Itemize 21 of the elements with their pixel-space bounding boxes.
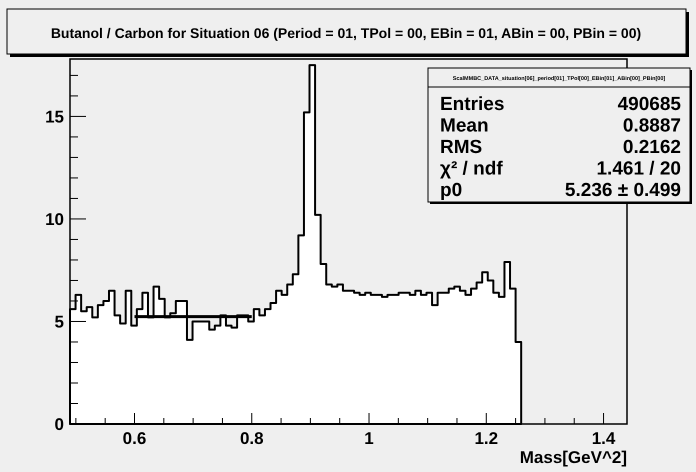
annotation: Entries	[440, 94, 504, 115]
annotation: 1.461 / 20	[596, 158, 681, 180]
x-axis-title: Mass[GeV^2]	[520, 448, 627, 467]
annotation: 5.236 ± 0.499	[564, 180, 681, 201]
annotation: χ² / ndf	[440, 158, 504, 180]
y-tick-label: 5	[54, 312, 64, 332]
x-tick-label: 0.6	[122, 429, 146, 448]
y-tick-label: 15	[45, 107, 64, 126]
x-tick-label: 1.2	[474, 429, 498, 448]
x-tick-label: 1.4	[592, 429, 616, 448]
chart-title: Butanol / Carbon for Situation 06 (Period = 01, TPol = 00, EBin = 01, ABin = 00, PBin = 00)	[50, 25, 642, 41]
y-tick-label: 0	[54, 415, 64, 434]
annotation: 0.8887	[622, 116, 681, 136]
annotation: Mean	[440, 116, 489, 136]
x-tick-label: 1	[364, 429, 374, 448]
annotation: 490685	[618, 94, 682, 115]
y-tick-label: 10	[45, 210, 64, 229]
x-tick-label: 0.8	[240, 429, 264, 448]
annotation: RMS	[440, 137, 482, 158]
annotation: 0.2162	[622, 137, 681, 158]
annotation: p0	[440, 180, 462, 201]
